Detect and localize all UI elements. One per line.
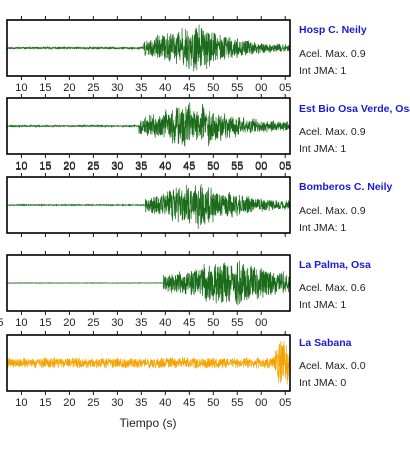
x-axis-tick-label: 55	[231, 397, 243, 409]
x-axis-top-tick-label: 00	[255, 161, 267, 173]
x-axis-top-tick-label: 50	[207, 161, 219, 173]
x-axis-tick-label: 30	[111, 397, 123, 409]
panel-frame-3	[6, 176, 291, 234]
x-axis-top-tick-label: 45	[183, 161, 195, 173]
x-axis-tick-label: 00	[255, 82, 267, 94]
x-axis-tick-label: 10	[15, 82, 27, 94]
int-jma-3: Int JMA: 1	[299, 222, 347, 234]
x-axis-tick-label: 15	[39, 82, 51, 94]
x-axis-top-tick-label: 20	[63, 161, 75, 173]
x-axis-top-tick-label: 55	[231, 161, 243, 173]
panel-5: 10 15 20 25 30 35 40 45 50 55 00 05	[6, 331, 291, 409]
acel-max-2: Acel. Max. 0.9	[299, 126, 366, 138]
waveform-trace-3	[7, 184, 291, 229]
waveform-trace-4	[6, 260, 291, 306]
x-axis-tick-label: 55	[231, 82, 243, 94]
x-axis-tick-label: 05	[279, 397, 291, 409]
x-axis-tick-label: 25	[87, 397, 99, 409]
x-axis-tick-label: 35	[135, 82, 147, 94]
x-axis-tick-label: 30	[111, 82, 123, 94]
x-axis-tick-label: 20	[63, 317, 75, 329]
x-axis-top-tick-label: 40	[159, 161, 171, 173]
waveform-trace-5	[6, 341, 291, 385]
x-axis-tick-label: 20	[63, 160, 75, 172]
x-axis-tick-label: 35	[135, 160, 147, 172]
station-name-4: La Palma, Osa	[299, 259, 371, 271]
x-axis-tick-label: 45	[183, 317, 195, 329]
station-name-3: Bomberos C. Neily	[299, 181, 393, 193]
x-axis-tick-label: 05	[279, 160, 291, 172]
x-axis-top-tick-label: 10	[15, 161, 27, 173]
station-name-1: Hosp C. Neily	[299, 24, 367, 36]
x-axis-tick-label: 55	[231, 317, 243, 329]
x-axis-tick-label: 05	[0, 317, 4, 329]
int-jma-2: Int JMA: 1	[299, 143, 347, 155]
x-axis-tick-label: 00	[255, 397, 267, 409]
x-axis-tick-label: 00	[255, 160, 267, 172]
x-axis-tick-label: 10	[15, 397, 27, 409]
x-axis-tick-label: 10	[15, 160, 27, 172]
acel-max-3: Acel. Max. 0.9	[299, 205, 366, 217]
panel-3: 10 15 20 25 30 35 40 45 50 55 00 05	[6, 161, 291, 237]
x-axis-tick-label: 45	[183, 397, 195, 409]
x-axis-tick-label: 15	[39, 160, 51, 172]
x-axis-tick-label: 25	[87, 160, 99, 172]
x-axis-top-tick-label: 25	[87, 161, 99, 173]
x-axis-tick-label: 35	[135, 397, 147, 409]
x-axis-tick-label: 30	[111, 317, 123, 329]
x-axis-tick-label: 20	[63, 82, 75, 94]
x-axis-top-tick-label: 30	[111, 161, 123, 173]
acel-max-1: Acel. Max. 0.9	[299, 48, 366, 60]
acel-max-4: Acel. Max. 0.6	[299, 282, 366, 294]
x-axis-tick-label: 45	[183, 82, 195, 94]
x-axis-tick-label: 25	[87, 317, 99, 329]
panel-frame-1	[6, 19, 291, 77]
x-axis-top-tick-label: 35	[135, 161, 147, 173]
x-axis-tick-label: 15	[39, 317, 51, 329]
x-axis-tick-label: 50	[207, 82, 219, 94]
x-axis-tick-label: 45	[183, 160, 195, 172]
waveform-trace-2	[6, 102, 291, 147]
x-axis-tick-label: 20	[63, 397, 75, 409]
x-axis-tick-label: 40	[159, 397, 171, 409]
x-axis-top-tick-label: 15	[39, 161, 51, 173]
panel-frame-4	[6, 254, 291, 312]
x-axis-tick-label: 40	[159, 82, 171, 94]
x-axis-tick-label: 40	[159, 317, 171, 329]
x-axis-tick-label: 50	[207, 160, 219, 172]
waveform-trace-1	[6, 24, 291, 72]
int-jma-1: Int JMA: 1	[299, 65, 347, 77]
x-axis-tick-label: 00	[255, 317, 267, 329]
x-axis-top-tick-label: 05	[279, 161, 291, 173]
panel-frame-5	[6, 334, 291, 392]
panel-2: 10 15 20 25 30 35 40 45 50 55 00 05	[6, 94, 291, 172]
panel-4: 05 10 15 20 25 30 35 40 45 50 55 00	[0, 251, 291, 329]
x-axis-tick-label: 15	[39, 397, 51, 409]
x-axis-tick-label: 05	[279, 82, 291, 94]
x-axis-tick-label: 30	[111, 160, 123, 172]
x-axis-tick-label: 50	[207, 317, 219, 329]
station-name-5: La Sabana	[299, 337, 352, 349]
x-axis-tick-label: 35	[135, 317, 147, 329]
x-axis-tick-label: 40	[159, 160, 171, 172]
x-axis-tick-label: 55	[231, 160, 243, 172]
x-axis-tick-label: 25	[87, 82, 99, 94]
x-axis-title: Tiempo (s)	[119, 416, 177, 430]
station-name-2: Est Bio Osa Verde, Osa	[299, 103, 410, 115]
panel-1: 10 15 20 25 30 35 40 45 50 55 00 05	[6, 16, 291, 94]
int-jma-5: Int JMA: 0	[299, 377, 347, 389]
panel-frame-2	[6, 97, 291, 155]
x-axis-tick-label: 10	[15, 317, 27, 329]
acel-max-5: Acel. Max. 0.0	[299, 360, 366, 372]
int-jma-4: Int JMA: 1	[299, 299, 347, 311]
x-axis-tick-label: 50	[207, 397, 219, 409]
